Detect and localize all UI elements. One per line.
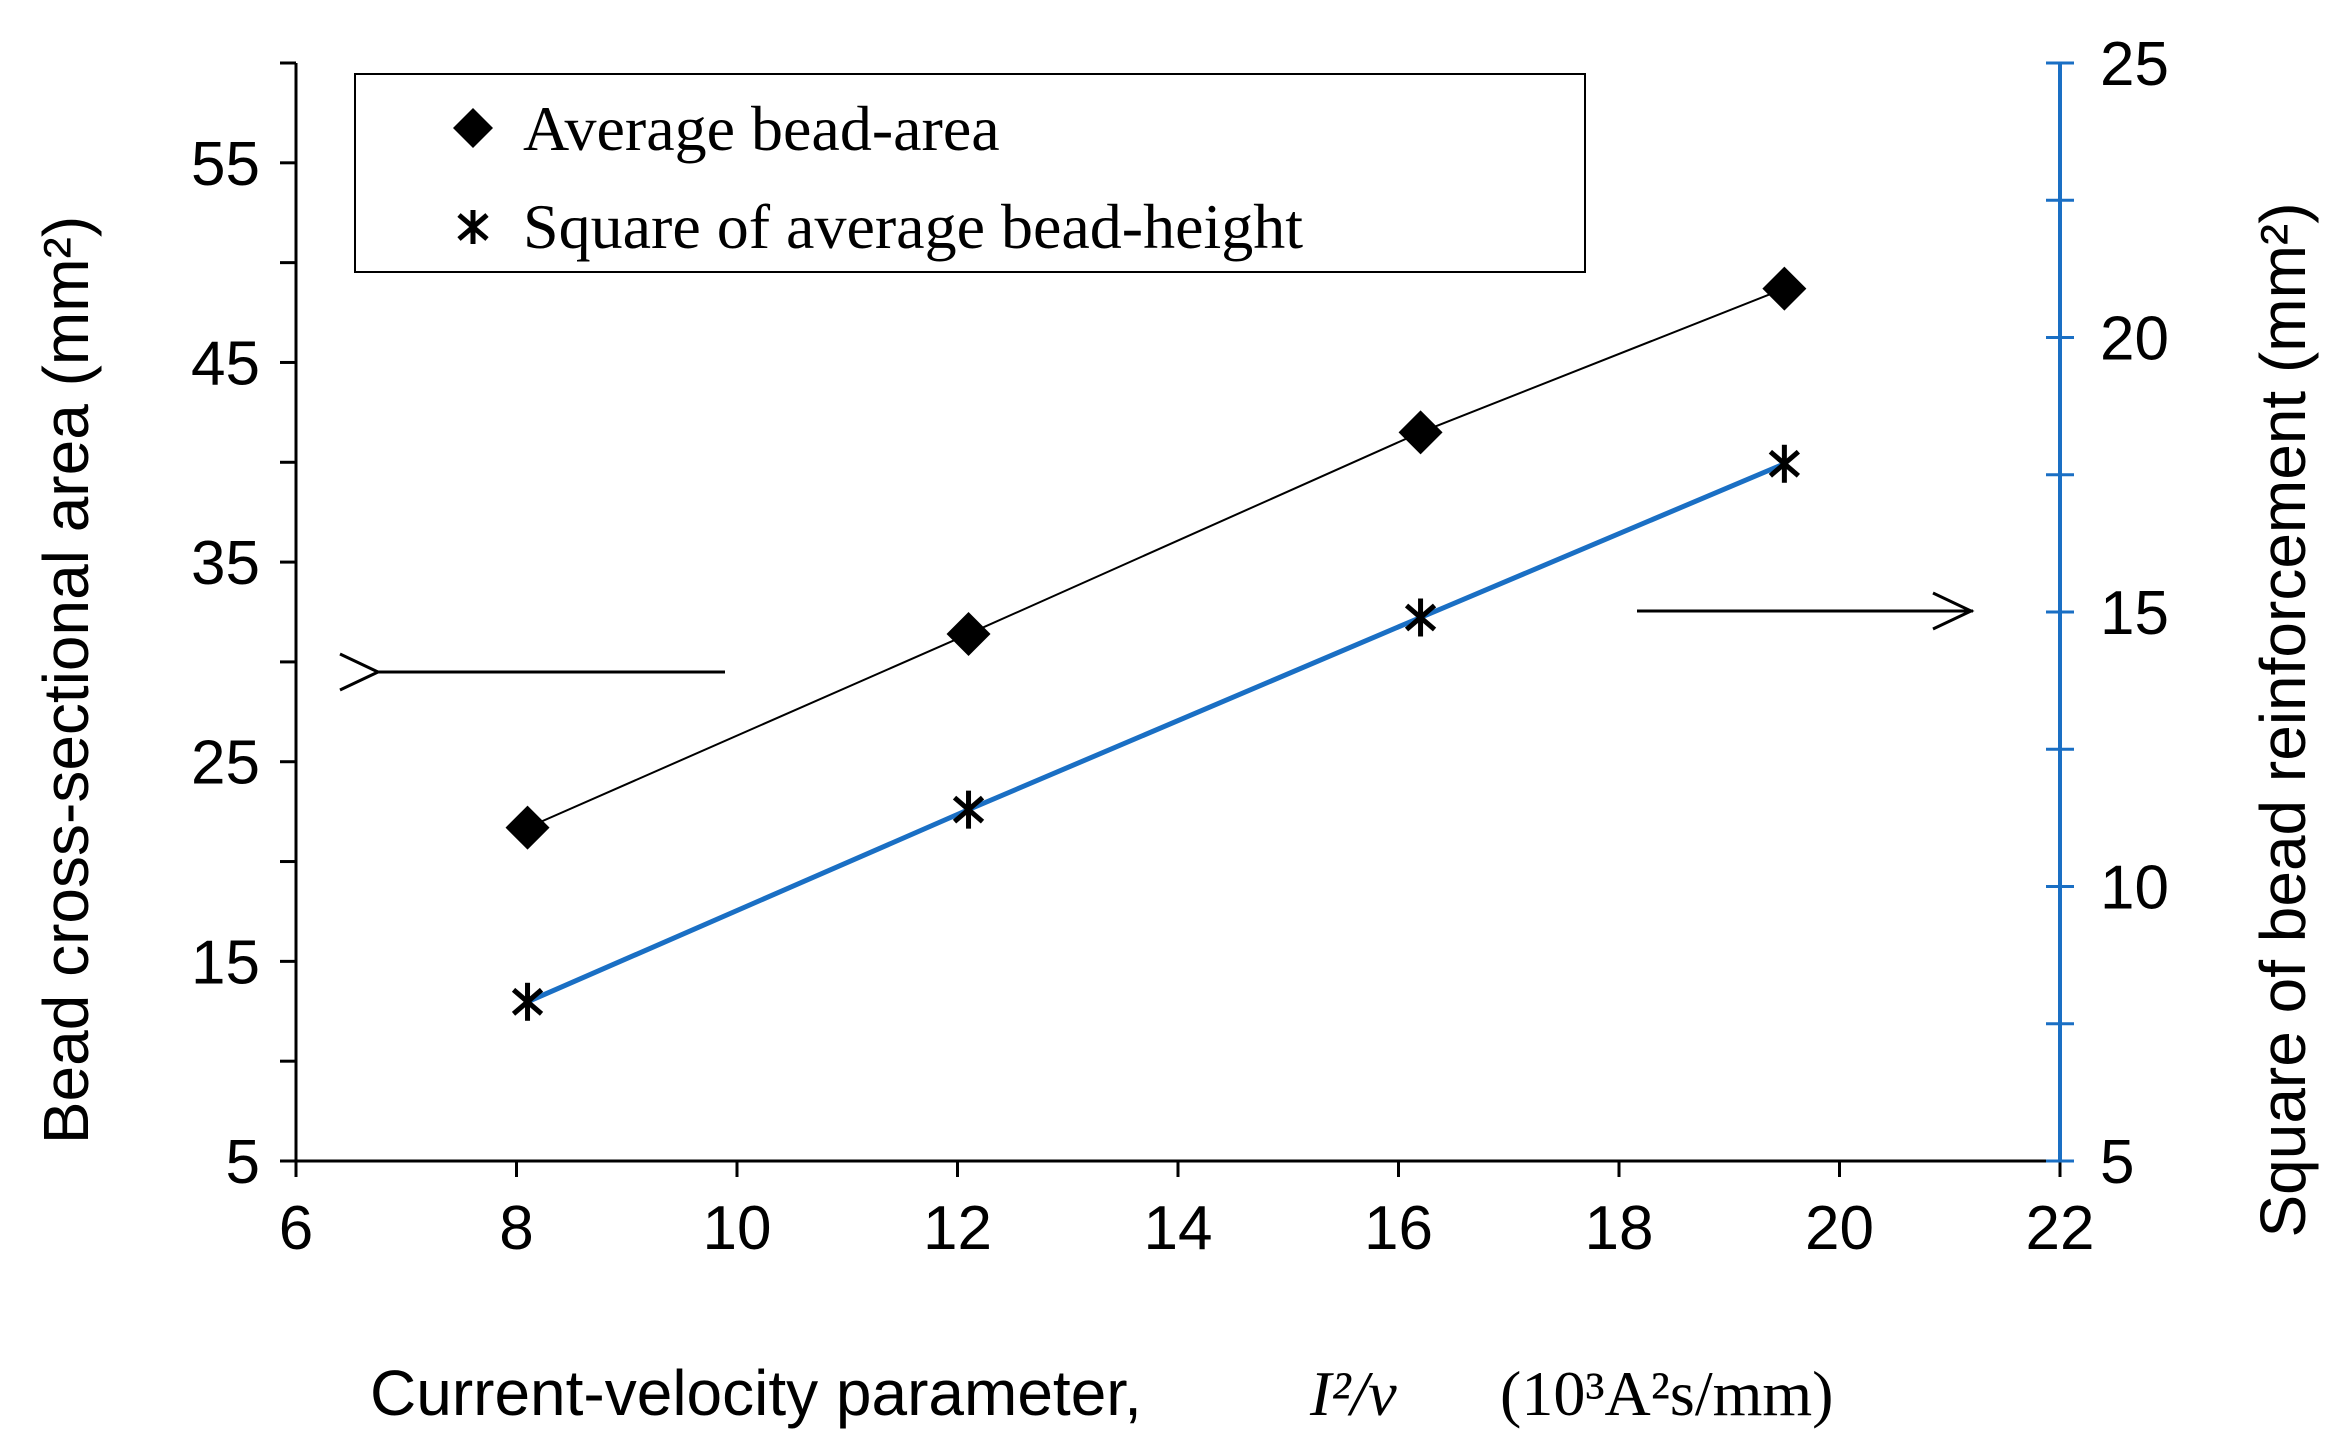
asterisk-stroke	[511, 987, 544, 1016]
right-y-tick-label: 20	[2100, 305, 2169, 374]
x-tick-label: 22	[2026, 1194, 2095, 1263]
data-point-asterisk	[1404, 598, 1437, 637]
legend-diamond-marker	[453, 108, 493, 148]
right-axis-title: Square of bead reinforcement (mm²)	[2247, 202, 2319, 1237]
left-y-tick-label: 35	[191, 529, 260, 598]
data-point-diamond	[505, 805, 550, 850]
x-tick-label: 12	[923, 1194, 992, 1263]
data-point-asterisk	[952, 790, 985, 829]
x-tick-label: 18	[1585, 1194, 1654, 1263]
data-point-diamond	[946, 611, 991, 656]
x-axis-title-units: (10³A²s/mm)	[1500, 1358, 1833, 1429]
left-y-tick-label: 5	[226, 1128, 260, 1197]
x-tick-label: 20	[1805, 1194, 1874, 1263]
series-line-average-bead-area	[527, 287, 1785, 829]
x-tick-label: 14	[1144, 1194, 1213, 1263]
x-tick-label: 10	[703, 1194, 772, 1263]
right-axis-arrow-head	[1932, 591, 1975, 631]
asterisk-stroke	[1768, 449, 1801, 478]
legend-label-average-bead-area: Average bead-area	[523, 93, 1000, 164]
x-tick-label: 16	[1364, 1194, 1433, 1263]
data-point-asterisk	[1768, 444, 1801, 483]
left-y-tick-label: 45	[191, 329, 260, 398]
x-axis-title-group: Current-velocity parameter, I²/v (10³A²s…	[370, 1357, 1833, 1429]
legend-box	[354, 73, 1586, 273]
left-y-tick-label: 55	[191, 130, 260, 199]
asterisk-stroke	[952, 795, 985, 824]
x-axis-title: Current-velocity parameter,	[370, 1357, 1142, 1429]
asterisk-stroke	[1404, 603, 1437, 632]
legend-asterisk-marker	[457, 210, 489, 244]
legend: Average bead-area Square of average bead…	[354, 73, 1586, 273]
x-tick-label: 8	[499, 1194, 533, 1263]
left-axis-title: Bead cross-sectional area (mm²)	[30, 216, 102, 1144]
data-point-asterisk	[511, 982, 544, 1021]
left-y-tick-label: 15	[191, 928, 260, 997]
right-y-tick-label: 15	[2100, 579, 2169, 648]
right-y-tick-label: 5	[2100, 1128, 2134, 1197]
right-y-tick-label: 25	[2100, 30, 2169, 99]
left-y-tick-label: 25	[191, 729, 260, 798]
data-point-diamond	[1762, 266, 1807, 311]
data-point-diamond	[1398, 410, 1443, 455]
x-tick-label: 6	[279, 1194, 313, 1263]
right-y-tick-label: 10	[2100, 854, 2169, 923]
x-axis-title-math: I²/v	[1309, 1358, 1397, 1429]
series-line-square-of-average-bead-height	[526, 461, 1786, 1005]
legend-label-square-of-average-bead-height: Square of average bead-height	[523, 191, 1303, 262]
